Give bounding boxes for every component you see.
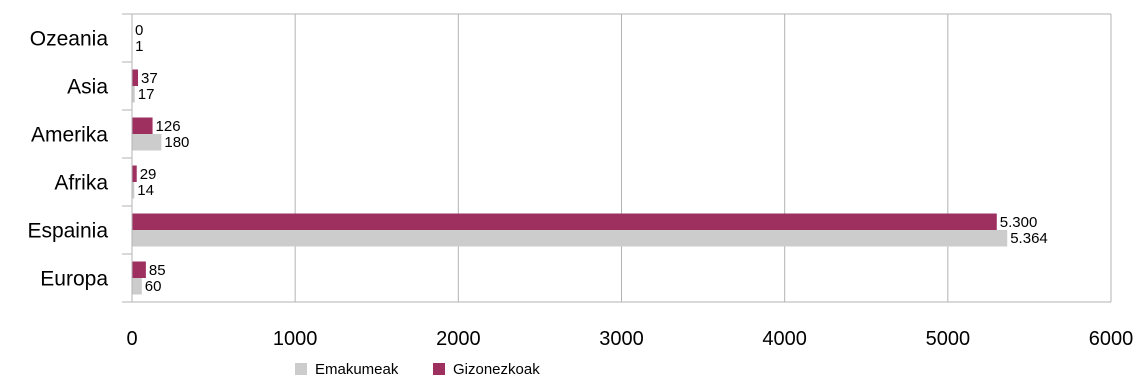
bar-gizonezkoak-espainia	[132, 213, 997, 230]
legend-swatch-gizonezkoak	[433, 363, 445, 375]
data-label-gizonezkoak-amerika: 126	[156, 118, 181, 135]
x-tick-label-5000: 5000	[926, 328, 971, 350]
category-label-espainia: Espainia	[27, 220, 108, 243]
x-tick-label-1000: 1000	[273, 328, 318, 350]
axes-layer: 0 1000 2000 3000 4000 5000 6000 Ozeania Asia Amer…	[27, 14, 1133, 350]
legend: Emakumeak Gizonezkoak	[295, 361, 540, 378]
category-label-asia: Asia	[67, 76, 108, 99]
data-label-emakumeak-espainia: 5.364	[1010, 230, 1048, 247]
x-tick-label-2000: 2000	[436, 328, 481, 350]
x-tick-label-6000: 6000	[1089, 328, 1134, 350]
data-label-gizonezkoak-afrika: 29	[140, 166, 157, 183]
x-tick-label-3000: 3000	[599, 328, 644, 350]
bar-emakumeak-amerika	[132, 134, 162, 151]
x-tick-label-0: 0	[126, 328, 137, 350]
data-label-emakumeak-asia: 17	[138, 86, 155, 103]
bar-gizonezkoak-asia	[132, 69, 139, 86]
legend-swatch-emakumeak	[295, 363, 307, 375]
bar-emakumeak-afrika	[132, 182, 135, 199]
x-tick-label-4000: 4000	[762, 328, 807, 350]
category-label-afrika: Afrika	[54, 172, 108, 195]
bars-layer	[132, 69, 1008, 295]
legend-label-emakumeak: Emakumeak	[315, 361, 399, 378]
bar-emakumeak-asia	[132, 86, 135, 103]
data-label-gizonezkoak-europa: 85	[149, 262, 166, 279]
legend-label-gizonezkoak: Gizonezkoak	[453, 361, 540, 378]
bar-gizonezkoak-europa	[132, 261, 146, 278]
category-label-amerika: Amerika	[31, 124, 108, 147]
data-label-gizonezkoak-ozeania: 0	[135, 22, 143, 39]
category-label-ozeania: Ozeania	[30, 28, 109, 51]
grid-layer	[122, 13, 1112, 303]
data-label-emakumeak-amerika: 180	[164, 134, 189, 151]
data-label-emakumeak-afrika: 14	[137, 182, 154, 199]
data-label-gizonezkoak-espainia: 5.300	[1000, 214, 1038, 231]
data-label-emakumeak-europa: 60	[145, 278, 162, 295]
bar-gizonezkoak-afrika	[132, 165, 137, 182]
bar-emakumeak-espainia	[132, 230, 1008, 247]
data-label-gizonezkoak-asia: 37	[141, 70, 158, 87]
data-label-emakumeak-ozeania: 1	[135, 38, 143, 55]
bar-gizonezkoak-amerika	[132, 117, 153, 134]
category-label-europa: Europa	[40, 268, 108, 291]
bar-emakumeak-europa	[132, 278, 142, 295]
